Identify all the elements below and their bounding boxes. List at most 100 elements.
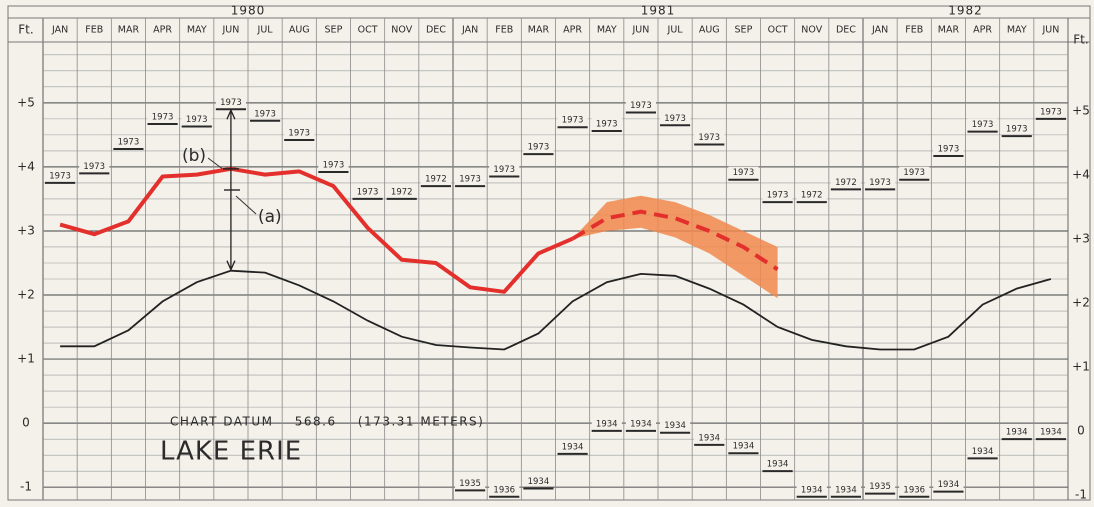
year-label: 1980: [231, 4, 266, 18]
record-year: 1934: [562, 442, 584, 452]
y-tick-label-right: -1: [1075, 488, 1087, 502]
record-year: 1973: [49, 171, 71, 181]
annotation-b: (b): [182, 146, 206, 166]
record-label-bg: [933, 143, 964, 155]
x-tick-label: JUN: [631, 25, 649, 36]
record-label-bg: [489, 163, 520, 175]
y-tick-label: +1: [17, 352, 35, 366]
record-label-bg: [967, 118, 998, 130]
record-year: 1934: [1006, 428, 1028, 438]
record-year: 1935: [869, 482, 891, 492]
record-year: 1934: [698, 433, 720, 443]
x-tick-label: NOV: [801, 25, 822, 36]
record-label-bg: [557, 440, 588, 452]
x-tick-label: AUG: [699, 25, 720, 36]
record-year: 1934: [733, 442, 755, 452]
record-year: 1973: [528, 143, 550, 153]
y-tick-label: +4: [17, 159, 35, 173]
arrow-head: [226, 260, 236, 272]
record-year: 1973: [254, 109, 276, 119]
y-tick-label-right: +1: [1072, 360, 1090, 374]
record-label-bg: [591, 118, 622, 130]
annotation-a: (a): [258, 207, 282, 227]
record-label-bg: [865, 176, 896, 188]
x-tick-label: SEP: [325, 25, 343, 36]
record-year: 1973: [118, 137, 140, 147]
x-tick-label: JAN: [51, 25, 68, 36]
record-label-bg: [79, 160, 110, 172]
record-label-bg: [762, 458, 793, 470]
record-year: 1973: [562, 116, 584, 126]
record-label-bg: [1001, 123, 1032, 135]
record-year: 1973: [630, 101, 652, 111]
record-year: 1973: [83, 162, 105, 172]
record-label-bg: [830, 176, 861, 188]
record-year: 1972: [425, 175, 447, 185]
record-label-bg: [420, 173, 451, 185]
record-year: 1973: [288, 129, 310, 139]
y-tick-label-right: +4: [1072, 167, 1090, 181]
record-label-bg: [830, 483, 861, 495]
record-year: 1973: [323, 161, 345, 171]
x-tick-label: MAR: [528, 25, 550, 36]
recorded-line: [59, 166, 574, 294]
record-label-bg: [1035, 426, 1066, 438]
record-year: 1973: [220, 98, 242, 108]
record-year: 1934: [1040, 428, 1062, 438]
record-label-bg: [728, 166, 759, 178]
x-tick-label: JUL: [667, 25, 684, 36]
x-tick-label: DEC: [426, 25, 446, 36]
average-line: [60, 269, 1052, 351]
record-label-bg: [523, 141, 554, 153]
record-label-bg: [728, 440, 759, 452]
record-year: 1972: [391, 187, 413, 197]
record-label-bg: [284, 127, 315, 139]
record-year: 1934: [972, 447, 994, 457]
record-label-bg: [865, 480, 896, 492]
x-tick-label: JAN: [461, 25, 478, 36]
x-tick-label: NOV: [391, 25, 412, 36]
record-label-bg: [967, 445, 998, 457]
record-label-bg: [899, 166, 930, 178]
leader-b: [207, 157, 225, 171]
forecast-line: [571, 209, 779, 272]
record-year: 1934: [528, 477, 550, 487]
x-tick-label: OCT: [358, 25, 378, 36]
x-tick-label: MAY: [187, 25, 207, 36]
x-tick-label: JUL: [257, 25, 274, 36]
y-tick-label-right: 0: [1077, 424, 1085, 438]
arrow-head: [226, 108, 236, 120]
record-label-bg: [694, 131, 725, 143]
x-tick-label: MAY: [1007, 25, 1027, 36]
x-tick-label: SEP: [735, 25, 753, 36]
x-tick-label: APR: [973, 25, 992, 36]
year-label: 1982: [948, 4, 983, 18]
y-tick-label-right: +3: [1072, 231, 1090, 245]
x-tick-label: FEB: [905, 25, 923, 36]
record-label-bg: [660, 419, 691, 431]
record-year: 1973: [186, 115, 208, 125]
record-label-bg: [352, 185, 383, 197]
record-label-bg: [660, 112, 691, 124]
record-label-bg: [1035, 105, 1066, 117]
x-tick-label: APR: [563, 25, 582, 36]
y-tick-label-right: +5: [1072, 103, 1090, 117]
record-label-bg: [113, 135, 144, 147]
record-label-bg: [523, 475, 554, 487]
record-label-bg: [899, 483, 930, 495]
x-tick-label: AUG: [289, 25, 310, 36]
record-label-bg: [625, 99, 656, 111]
record-label-bg: [557, 114, 588, 126]
record-label-bg: [455, 477, 486, 489]
y-tick-label: 0: [22, 416, 30, 430]
record-year: 1934: [630, 419, 652, 429]
record-year: 1936: [493, 485, 515, 495]
record-year: 1973: [972, 120, 994, 130]
record-year: 1973: [596, 120, 618, 130]
y-tick-label-right: +2: [1072, 296, 1090, 310]
chart-datum: CHART DATUM 568.6 (173.31 METERS): [170, 415, 484, 429]
record-label-bg: [215, 96, 246, 108]
x-tick-label: JAN: [871, 25, 888, 36]
leader-a: [235, 195, 257, 215]
